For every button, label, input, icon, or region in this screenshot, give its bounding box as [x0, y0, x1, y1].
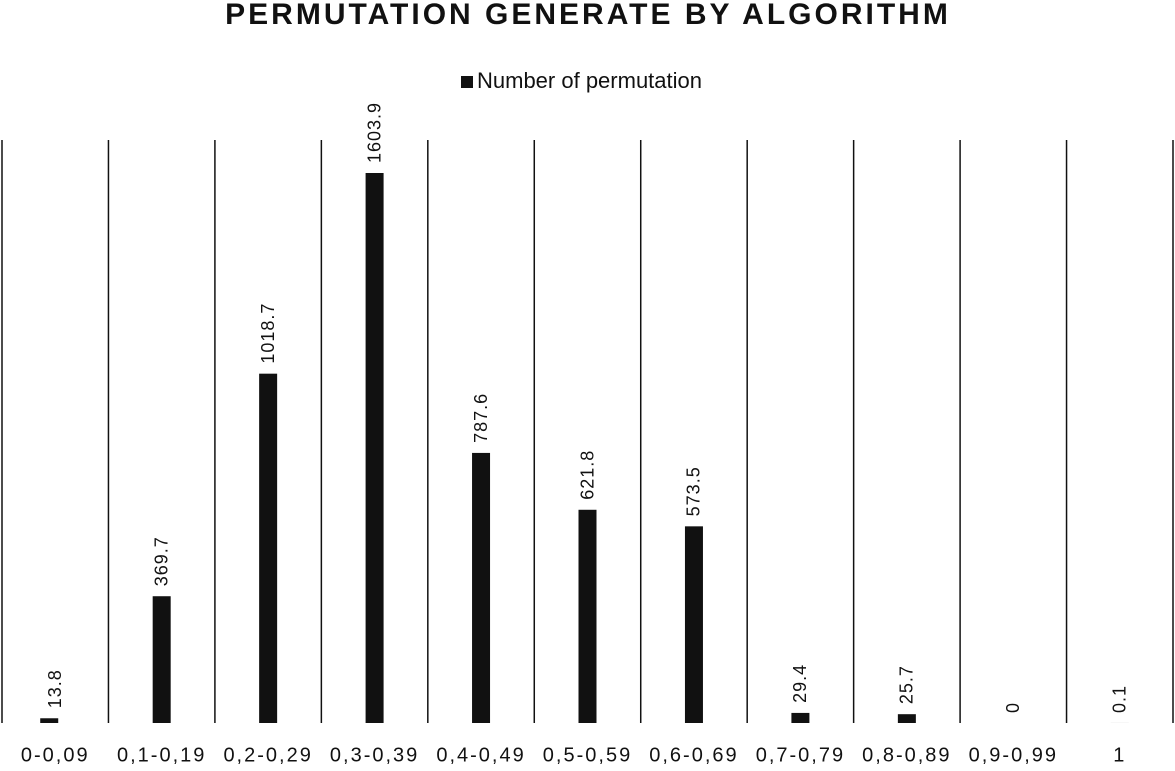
bar [472, 452, 491, 723]
bar [40, 718, 59, 723]
x-tick-label: 0,8-0,89 [862, 744, 951, 766]
chart-title: PERMUTATION GENERATE BY ALGORITHM [225, 0, 951, 31]
data-label: 29.4 [790, 664, 810, 703]
bar [259, 373, 278, 723]
data-label: 369.7 [151, 536, 171, 586]
data-label: 13.8 [45, 669, 65, 708]
bar [791, 712, 810, 723]
legend-label: Number of permutation [477, 68, 702, 93]
bar [684, 526, 703, 723]
data-label: 787.6 [471, 393, 491, 443]
x-tick-label: 0,6-0,69 [649, 744, 738, 766]
data-label: 573.5 [684, 466, 704, 516]
x-tick-label: 0,1-0,19 [117, 744, 206, 766]
x-tick-label: 0,3-0,39 [330, 744, 419, 766]
x-tick-label: 0-0,09 [21, 744, 90, 766]
legend-swatch [461, 76, 473, 88]
x-tick-label: 1 [1113, 744, 1126, 766]
bar [365, 173, 384, 723]
x-tick-label: 0,5-0,59 [543, 744, 632, 766]
bar [897, 714, 916, 723]
data-label: 1018.7 [258, 303, 278, 364]
x-tick-label: 0,9-0,99 [969, 744, 1058, 766]
data-label: 621.8 [577, 450, 597, 500]
x-tick-label: 0,7-0,79 [756, 744, 845, 766]
x-tick-label: 0,2-0,29 [223, 744, 312, 766]
bar [152, 596, 171, 723]
data-label: 25.7 [897, 665, 917, 704]
data-label: 1603.9 [364, 102, 384, 163]
data-label: 0 [1003, 702, 1023, 713]
bar [578, 509, 597, 723]
x-tick-label: 0,4-0,49 [436, 744, 525, 766]
data-label: 0.1 [1110, 685, 1130, 713]
